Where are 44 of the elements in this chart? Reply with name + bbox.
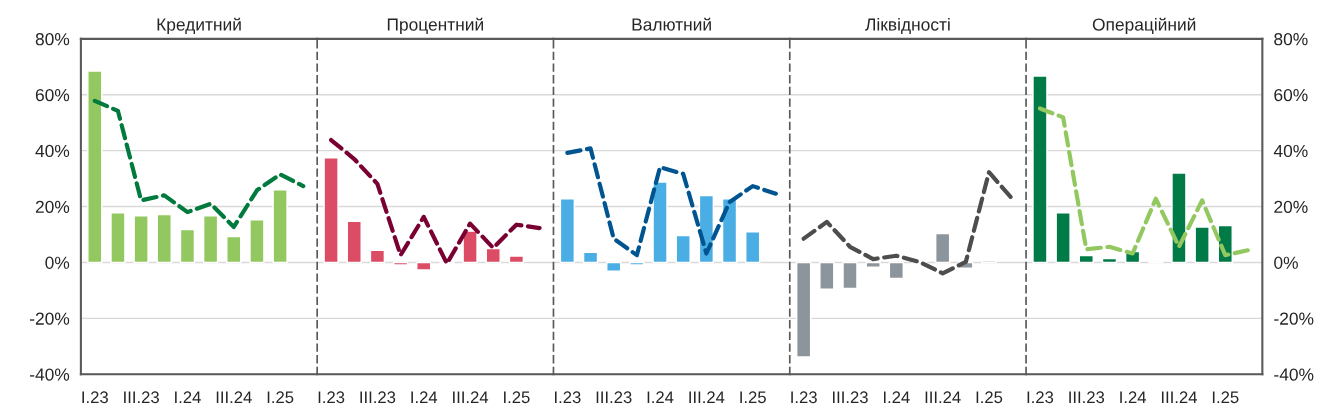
text: 20% <box>1274 200 1308 214</box>
x-tick-label: I.24 <box>1120 391 1147 403</box>
text: 0% <box>1274 256 1298 269</box>
chart-title: Кредитний <box>157 17 241 35</box>
x-tick-label: III.24 <box>1161 391 1197 403</box>
x-tick-label: I.25 <box>740 391 766 404</box>
chart-title: Ліквідності <box>865 17 950 34</box>
chart-title: Операційний <box>1092 17 1196 35</box>
y-tick-label: 20% <box>35 200 70 214</box>
x-tick-label: I.24 <box>647 391 674 403</box>
y-tick-label: 80% <box>35 33 70 46</box>
x-tick-label: III.24 <box>925 391 961 403</box>
y-tick-label: -40% <box>30 368 70 381</box>
x-tick-label: I.23 <box>555 391 581 404</box>
x-tick-label: I.24 <box>883 391 910 403</box>
x-tick-label: I.24 <box>411 391 438 403</box>
x-tick-label: I.23 <box>318 391 345 404</box>
x-tick-label: I.24 <box>175 391 201 403</box>
chart-title: Валютний <box>632 17 711 31</box>
x-tick-label: I.25 <box>1212 391 1239 404</box>
y-tick-label: 40% <box>35 144 70 158</box>
x-tick-label: I.23 <box>1027 391 1054 404</box>
text: -40% <box>1274 368 1314 381</box>
x-tick-label: III.24 <box>216 391 252 403</box>
x-tick-label: I.25 <box>976 391 1003 404</box>
y-tick-label: 0% <box>45 256 70 269</box>
x-tick-label: I.25 <box>267 391 294 404</box>
x-tick-label: I.23 <box>82 391 108 404</box>
text: 60% <box>1274 88 1308 102</box>
y-tick-label: 60% <box>35 88 70 102</box>
x-tick-label: III.23 <box>833 391 868 404</box>
chart-title: Процентний <box>387 17 483 35</box>
x-tick-label: III.24 <box>453 391 489 403</box>
x-tick-label: I.23 <box>791 391 817 404</box>
x-tick-label: III.24 <box>689 391 725 403</box>
y-tick-label: -20% <box>30 312 70 325</box>
x-tick-label: III.23 <box>1069 391 1105 404</box>
x-tick-label: III.23 <box>360 391 396 404</box>
x-tick-label: I.25 <box>504 391 530 404</box>
x-tick-label: III.23 <box>596 391 632 404</box>
text: 80% <box>1274 33 1308 46</box>
text: 40% <box>1273 144 1308 158</box>
text: -20% <box>1274 312 1314 325</box>
x-tick-label: III.23 <box>124 391 159 404</box>
